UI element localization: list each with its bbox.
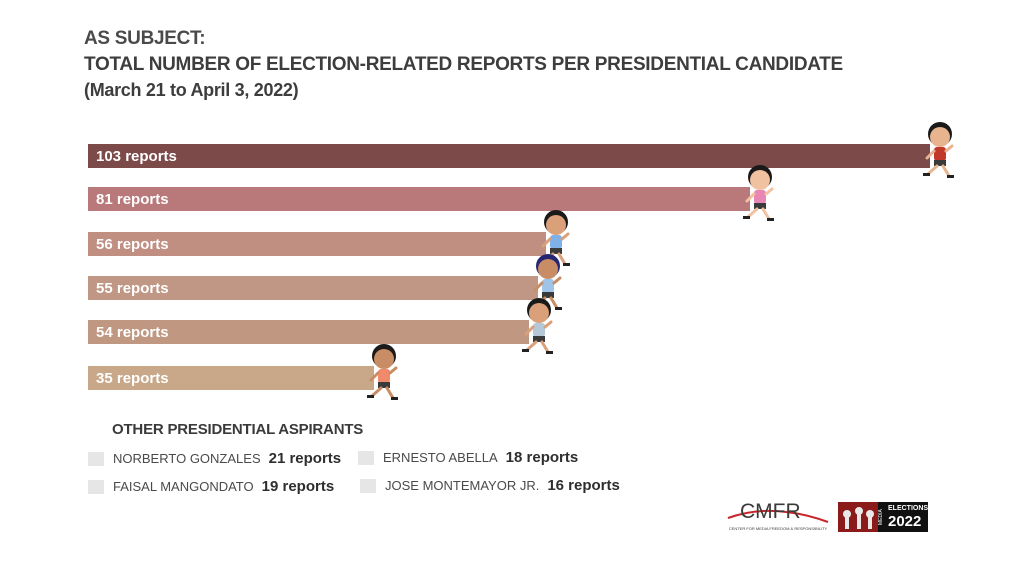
- bar-data-label: 55 reports: [96, 280, 169, 297]
- chart-subtitle: (March 21 to April 3, 2022): [84, 80, 299, 100]
- other-aspirant-value: 16 reports: [547, 477, 620, 494]
- bar: [88, 232, 546, 256]
- raised-fists-icon: [838, 502, 878, 532]
- bar: [88, 144, 930, 168]
- other-aspirant-item: ERNESTO ABELLA 18 reports: [358, 449, 578, 466]
- other-aspirant-swatch: [88, 479, 104, 494]
- other-aspirant-name: FAISAL MANGONDATO: [113, 479, 254, 494]
- cmfr-tagline: CENTER FOR MEDIA FREEDOM & RESPONSIBILIT…: [728, 526, 828, 531]
- bar-data-label: 103 reports: [96, 148, 177, 165]
- running-candidate-figure-icon: [923, 122, 954, 178]
- bar: [88, 187, 750, 211]
- cmfr-swoosh-icon: [727, 509, 829, 523]
- other-aspirant-name: NORBERTO GONZALES: [113, 451, 261, 466]
- other-aspirant-value: 19 reports: [261, 478, 335, 495]
- running-candidate-figure-icon: [367, 344, 398, 400]
- running-candidate-figure-icon: [743, 165, 774, 221]
- bar-data-label: 35 reports: [96, 370, 169, 387]
- cmfr-wordmark: CMFR: [740, 500, 801, 523]
- bar: [88, 366, 374, 390]
- chart-kicker: AS SUBJECT:: [84, 28, 206, 49]
- other-aspirant-value: 18 reports: [505, 449, 579, 466]
- other-aspirant-item: FAISAL MANGONDATO 19 reports: [88, 478, 334, 495]
- other-aspirant-item: JOSE MONTEMAYOR JR. 16 reports: [360, 477, 620, 494]
- bar: [88, 276, 538, 300]
- bar-data-label: 81 reports: [96, 191, 169, 208]
- bar-data-label: 54 reports: [96, 324, 169, 341]
- bar-data-label: 56 reports: [96, 236, 169, 253]
- chart-title-block: AS SUBJECT: TOTAL NUMBER OF ELECTION-REL…: [84, 26, 984, 103]
- other-aspirant-swatch: [358, 450, 374, 465]
- media-elections-media-text: MEDIA: [878, 509, 884, 525]
- media-elections-year: 2022: [888, 513, 922, 530]
- other-aspirant-name: ERNESTO ABELLA: [383, 450, 498, 465]
- other-aspirant-name: JOSE MONTEMAYOR JR.: [385, 478, 540, 493]
- other-aspirant-item: NORBERTO GONZALES 21 reports: [88, 450, 341, 467]
- running-candidate-figure-icon: [522, 298, 553, 354]
- chart-title: TOTAL NUMBER OF ELECTION-RELATED REPORTS…: [84, 54, 843, 75]
- media-elections-word: ELECTIONS: [888, 505, 929, 512]
- cmfr-logo: CMFR CENTER FOR MEDIA FREEDOM & RESPONSI…: [726, 500, 830, 536]
- other-aspirant-swatch: [360, 478, 376, 493]
- other-aspirant-swatch: [88, 451, 104, 466]
- media-elections-logo: MEDIA ELECTIONS 2022: [838, 502, 928, 532]
- others-heading: OTHER PRESIDENTIAL ASPIRANTS: [112, 421, 364, 438]
- bar: [88, 320, 529, 344]
- other-aspirant-value: 21 reports: [268, 450, 342, 467]
